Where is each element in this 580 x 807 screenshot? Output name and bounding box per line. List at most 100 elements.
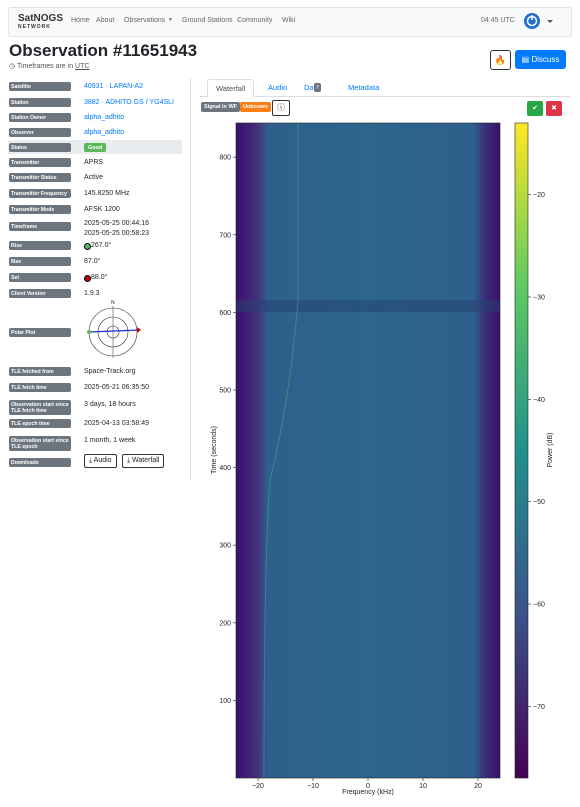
colorbar-tick-label: −30 [533,294,545,301]
detail-label: TLE fetch time [9,383,71,392]
x-tick-label: 0 [366,783,370,790]
colorbar-tick-label: −70 [533,704,545,711]
badge-signal: Signal in WF [201,102,240,112]
detail-value: APRS [84,159,104,166]
detail-label: Status [9,143,71,152]
detail-label: Observation start since TLE fetch time [9,400,71,415]
detail-value: 87.0° [84,258,101,265]
download-button[interactable]: ⤓ Waterfall [122,454,165,468]
vote-bad[interactable]: ✖ [546,101,562,116]
detail-value[interactable]: 40931 · LAPAN-A2 [84,83,144,90]
caret: ▼ [168,17,173,23]
discuss-button[interactable]: ▤ Discuss [515,50,566,69]
data-count-badge: 7 [314,83,322,92]
nav-link[interactable]: Ground Stations [182,17,233,24]
download-button[interactable]: ⤓ Audio [84,454,117,468]
detail-label: TLE epoch time [9,419,71,428]
waterfall-image [236,123,500,778]
navbar [8,7,572,37]
detail-value: 2025-05-25 00:44:16 [84,220,149,227]
polar-north: N [111,300,115,306]
signal-trace [263,123,299,779]
detail-label: Transmitter Status [9,173,71,182]
detail-label: Station Owner [9,113,71,122]
detail-label: Polar Plot [9,328,71,337]
y-tick-label: 400 [219,465,231,472]
detail-label: Observer [9,128,71,137]
detail-label: Satellite [9,82,71,91]
tab-line [200,96,570,97]
polar-plot [87,306,141,358]
detail-label: Station [9,98,71,107]
info-button[interactable]: ⓘ [272,100,290,116]
y-axis-label: Time (seconds) [211,426,218,474]
set-icon [84,275,91,282]
status-badge: Good [84,143,107,152]
detail-label: Timeframe [9,222,71,231]
detail-value: 2025-04-13 03:58:49 [84,420,149,427]
detail-value: 1.9.3 [84,290,100,297]
tab[interactable]: Metadata [348,83,380,92]
detail-value: 88.0° [91,274,108,281]
detail-value[interactable]: alpha_adhito [84,114,125,121]
nav-link[interactable]: Community [237,17,273,24]
colorbar-tick-label: −50 [533,499,545,506]
detail-value: 3 days, 18 hours [84,401,136,408]
x-tick-label: −10 [307,783,319,790]
colorbar-label: Power (dB) [547,432,554,467]
y-tick-label: 300 [219,543,231,550]
detail-label: Transmitter Mode [9,205,71,214]
detail-label: Transmitter Frequency [9,189,71,198]
detail-label: Observation start since TLE epoch [9,436,71,451]
page-title: Observation #11651943 [9,41,198,60]
subtitle: ◷ Timeframes are in UTC [9,63,90,70]
clock: 04:45 UTC [481,17,515,24]
brand[interactable]: SatNOGS [18,13,64,24]
colorbar-tick-label: −20 [533,192,545,199]
tab[interactable]: Waterfall [207,79,255,98]
detail-label: TLE fetched from [9,367,71,376]
detail-label: Transmitter [9,158,71,167]
badge-unknown: Unknown [240,102,271,112]
nav-link[interactable]: Wiki [282,17,296,24]
detail-label: Max [9,257,71,266]
vote-good[interactable]: ✔ [527,101,543,116]
detail-label: Rise [9,241,71,250]
tab[interactable]: Audio [268,83,288,92]
detail-value: 145.8250 MHz [84,190,130,197]
colorbar-tick-label: −40 [533,397,545,404]
utc: UTC [75,63,90,70]
x-tick-label: 10 [419,783,427,790]
detail-value: 2025-05-21 06:35:50 [84,384,149,391]
discuss-text: Discuss [531,55,560,64]
nav-link[interactable]: Home [71,17,90,24]
detail-value: 267.0° [91,242,112,249]
subtitle-text: Timeframes are in [16,63,74,70]
y-tick-label: 700 [219,232,231,239]
user-menu[interactable] [522,11,558,31]
detail-value: 1 month, 1 week [84,437,136,444]
rise-icon [84,243,91,250]
fire-button[interactable]: 🔥 [490,50,511,70]
y-tick-label: 200 [219,620,231,627]
x-tick-label: −20 [252,783,264,790]
detail-label: Downloads [9,458,71,467]
nav-link[interactable]: Observations [124,17,166,24]
detail-value: AFSK 1200 [84,206,120,213]
nav-link[interactable]: About [96,17,115,24]
colorbar-tick-label: −60 [533,602,545,609]
y-tick-label: 600 [219,310,231,317]
x-tick-label: 20 [474,783,482,790]
detail-label: Client Version [9,289,71,298]
waterfall-band [236,300,500,312]
detail-value: Space-Track.org [84,368,136,375]
separator [190,78,191,480]
detail-value[interactable]: 3882 · ADHITO GS / YG4SLI [84,99,175,106]
brand-sub: NETWORK [18,24,51,30]
y-tick-label: 500 [219,387,231,394]
x-axis-label: Frequency (kHz) [342,789,394,796]
tab[interactable]: Data [304,83,320,92]
detail-value[interactable]: alpha_adhito [84,129,125,136]
detail-value: 2025-05-25 00:58:23 [84,230,149,237]
